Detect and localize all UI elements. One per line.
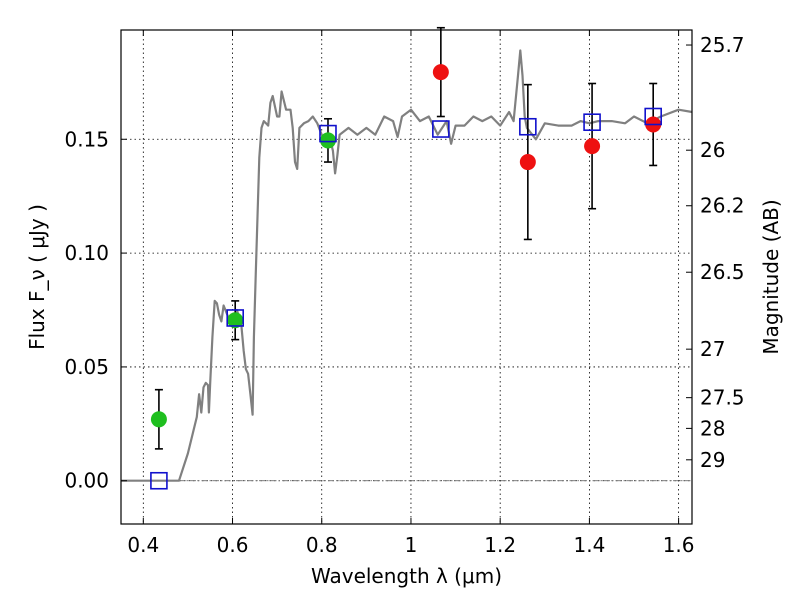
x-tick-label: 1 [405,533,418,557]
right-ticks: 25.7 26 26.2 26.5 27 27.5 28 29 [686,33,745,472]
model-sed [121,49,693,482]
grid-lines [121,30,692,524]
right-tick-label: 29 [700,448,725,472]
y-tick-label: 0.15 [64,127,109,151]
x-tick-label: 1.4 [573,533,605,557]
model-point [319,124,337,143]
plot-frame [120,29,693,525]
model-point [583,113,601,131]
data-point [319,132,336,149]
right-tick-label: 26 [700,138,725,162]
x-tick-label: 1.2 [484,533,516,557]
model-point [644,107,662,126]
right-tick-label: 26.2 [700,194,745,218]
x-ticks: 0.4 0.6 0.8 1 1.2 1.4 1.6 [127,30,695,557]
x-tick-label: 0.8 [306,533,338,557]
model-point [150,471,168,490]
data-markers [150,64,662,490]
model-point [432,120,450,138]
sed-curve [121,49,693,482]
y-axis-label-left: Flux F_ν ( μJy ) [25,204,49,350]
y-tick-label: 0.00 [64,469,109,493]
data-point [150,411,167,428]
data-point [584,138,601,155]
data-point [432,64,449,81]
right-tick-label: 28 [700,416,725,440]
data-point [227,312,244,329]
y-ticks: 0.00 0.05 0.10 0.15 [64,127,127,493]
right-tick-label: 26.5 [700,260,745,284]
model-point [519,117,537,136]
right-tick-label: 27.5 [700,386,745,410]
x-tick-label: 0.4 [127,533,159,557]
y-tick-label: 0.05 [64,355,109,379]
x-tick-label: 0.6 [217,533,249,557]
error-bars [154,26,658,450]
x-axis-label: Wavelength λ (μm) [311,564,502,588]
model-point [226,309,244,327]
right-tick-label: 25.7 [700,33,745,57]
data-point [519,154,536,171]
right-tick-label: 27 [700,337,725,361]
y-tick-label: 0.10 [64,241,109,265]
y-axis-label-right: Magnitude (AB) [759,199,783,354]
x-tick-label: 1.6 [663,533,695,557]
